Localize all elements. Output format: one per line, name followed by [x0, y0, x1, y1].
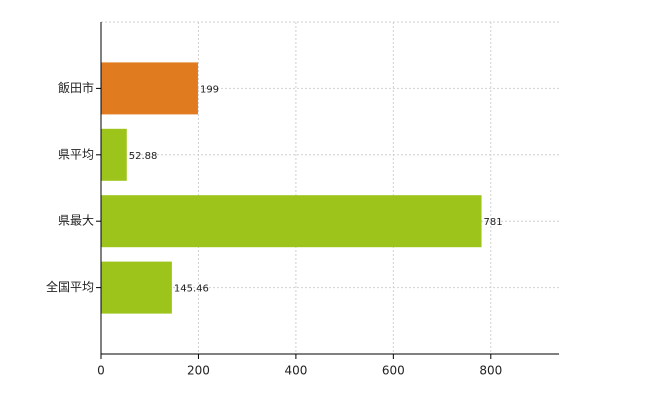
x-tick-label: 0	[97, 364, 105, 378]
y-tick-label: 全国平均	[46, 279, 94, 294]
x-tick-label: 200	[187, 364, 210, 378]
value-label: 199	[200, 84, 219, 95]
value-label: 52.88	[129, 151, 158, 162]
y-tick-label: 県最大	[58, 214, 94, 228]
bar	[101, 62, 198, 115]
value-label: 145.46	[174, 284, 209, 295]
y-tick-label: 県平均	[58, 147, 94, 161]
bar	[101, 261, 172, 314]
x-tick-label: 600	[382, 364, 405, 378]
x-tick-label: 800	[479, 364, 502, 378]
bar	[101, 128, 127, 181]
x-tick-label: 400	[284, 364, 307, 378]
y-tick-label: 飯田市	[58, 80, 94, 95]
bar	[101, 195, 482, 248]
value-label: 781	[484, 217, 503, 228]
